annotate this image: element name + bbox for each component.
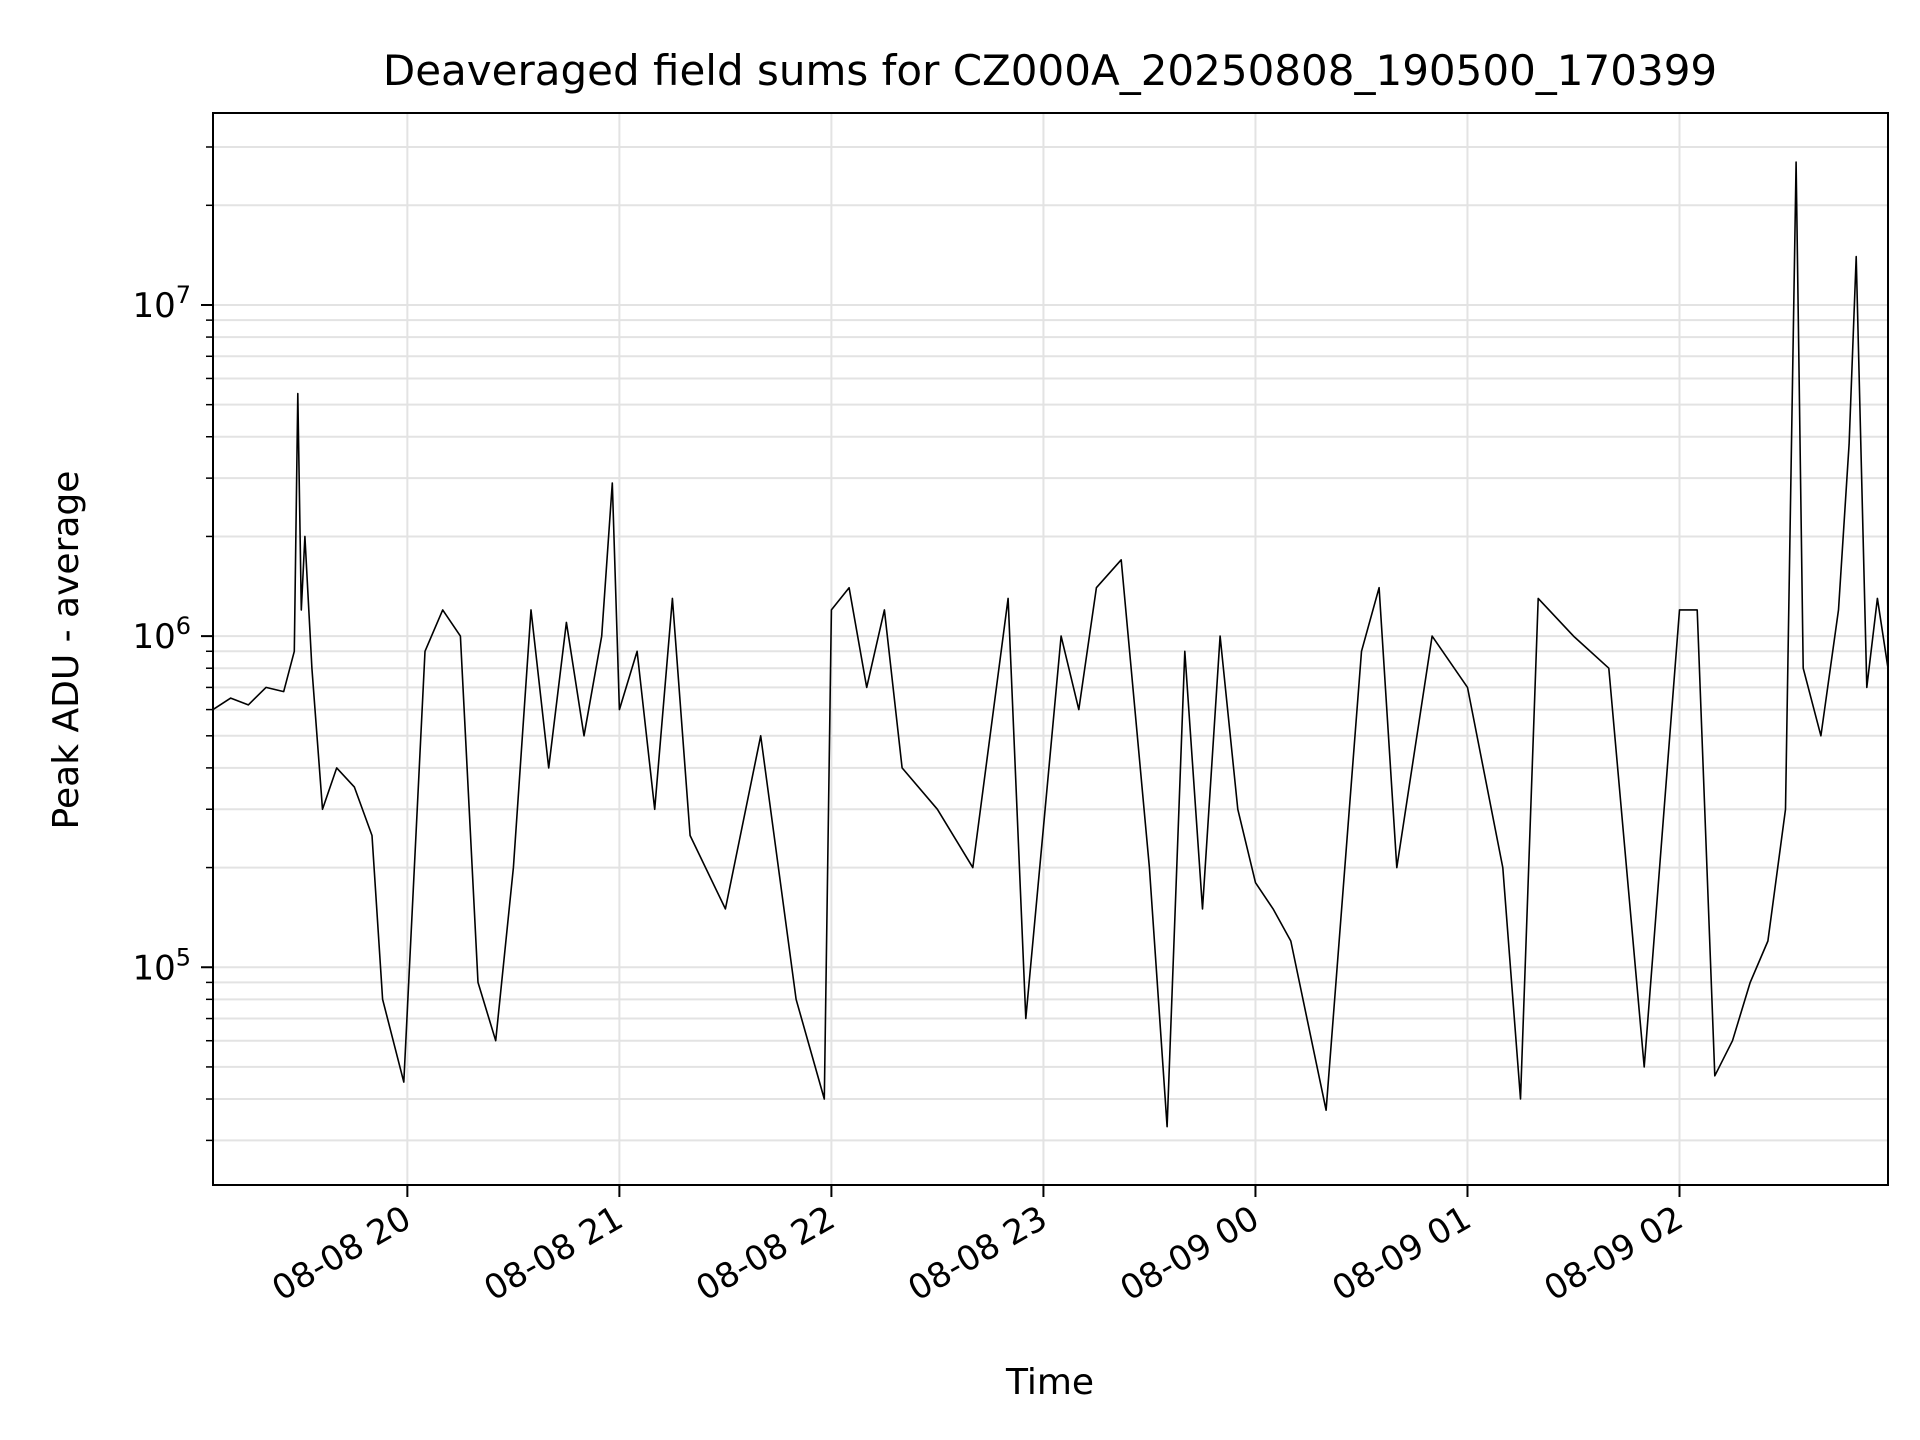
plot-frame xyxy=(212,112,1889,1186)
plot-area xyxy=(212,161,1889,1128)
y-tick-label: 106 xyxy=(132,612,191,657)
x-axis-label: Time xyxy=(1005,1362,1094,1403)
y-tick-label: 105 xyxy=(132,943,191,988)
grid xyxy=(213,113,1888,1185)
y-tick-label: 107 xyxy=(132,281,191,326)
series-line xyxy=(212,161,1889,1128)
y-axis-label: Peak ADU - average xyxy=(46,471,87,830)
y-axis: 105 106 107 xyxy=(132,146,213,1142)
chart-title: Deaveraged field sums for CZ000A_2025080… xyxy=(383,46,1717,95)
